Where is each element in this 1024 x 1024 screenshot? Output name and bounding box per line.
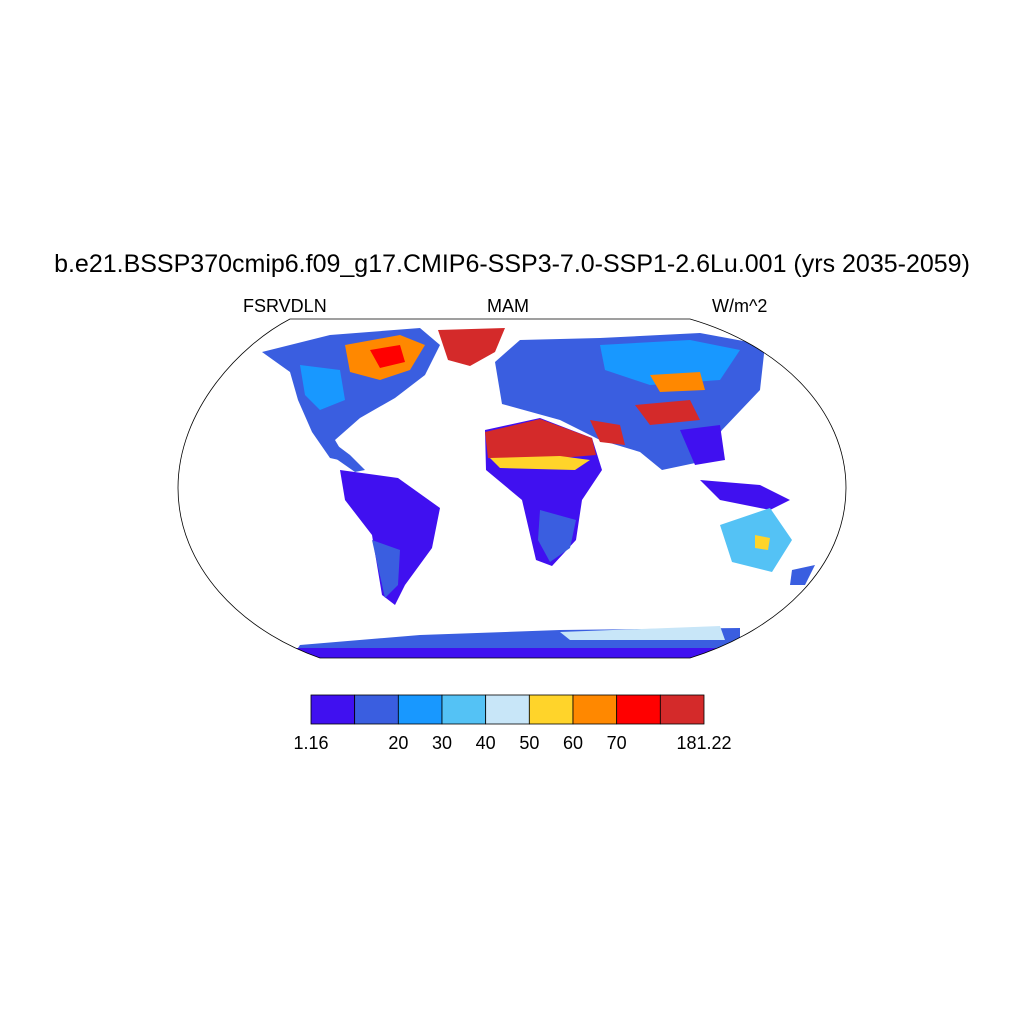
colorbar-box (528, 694, 574, 725)
colorbar-label: 70 (606, 733, 627, 753)
colorbar-label: 1.16 (293, 733, 329, 753)
colorbar-label: 50 (519, 733, 540, 753)
greenland (438, 328, 505, 366)
colorbar-label: 181.22 (676, 733, 732, 753)
left-string: FSRVDLN (243, 296, 327, 316)
colorbar-box (659, 694, 705, 725)
colorbar-box (616, 694, 661, 725)
sahara-high-values (485, 419, 596, 462)
right-string: W/m^2 (712, 296, 768, 316)
plot-title: b.e21.BSSP370cmip6.f09_g17.CMIP6-SSP3-7.… (54, 250, 970, 278)
colorbar-label: 20 (388, 733, 409, 753)
colorbar-box (485, 694, 530, 725)
center-string: MAM (487, 296, 529, 316)
colorbar-box (441, 694, 487, 725)
colorbar-label: 60 (562, 733, 584, 753)
colorbar-box (397, 694, 443, 725)
colorbar (310, 694, 705, 725)
map-outline (177, 318, 847, 659)
colorbar-label: 30 (431, 733, 453, 753)
south-america (340, 470, 440, 605)
colorbar-box (572, 694, 618, 725)
colorbar-box (310, 694, 356, 725)
colorbar-box (354, 694, 399, 725)
colorbar-label: 40 (475, 733, 496, 753)
